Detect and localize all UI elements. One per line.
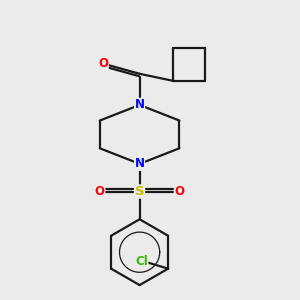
Text: O: O — [95, 185, 105, 198]
Text: N: N — [135, 158, 145, 170]
Text: O: O — [98, 57, 108, 70]
Text: O: O — [174, 185, 184, 198]
Text: N: N — [135, 98, 145, 112]
Text: S: S — [135, 185, 144, 198]
Text: Cl: Cl — [135, 255, 148, 268]
